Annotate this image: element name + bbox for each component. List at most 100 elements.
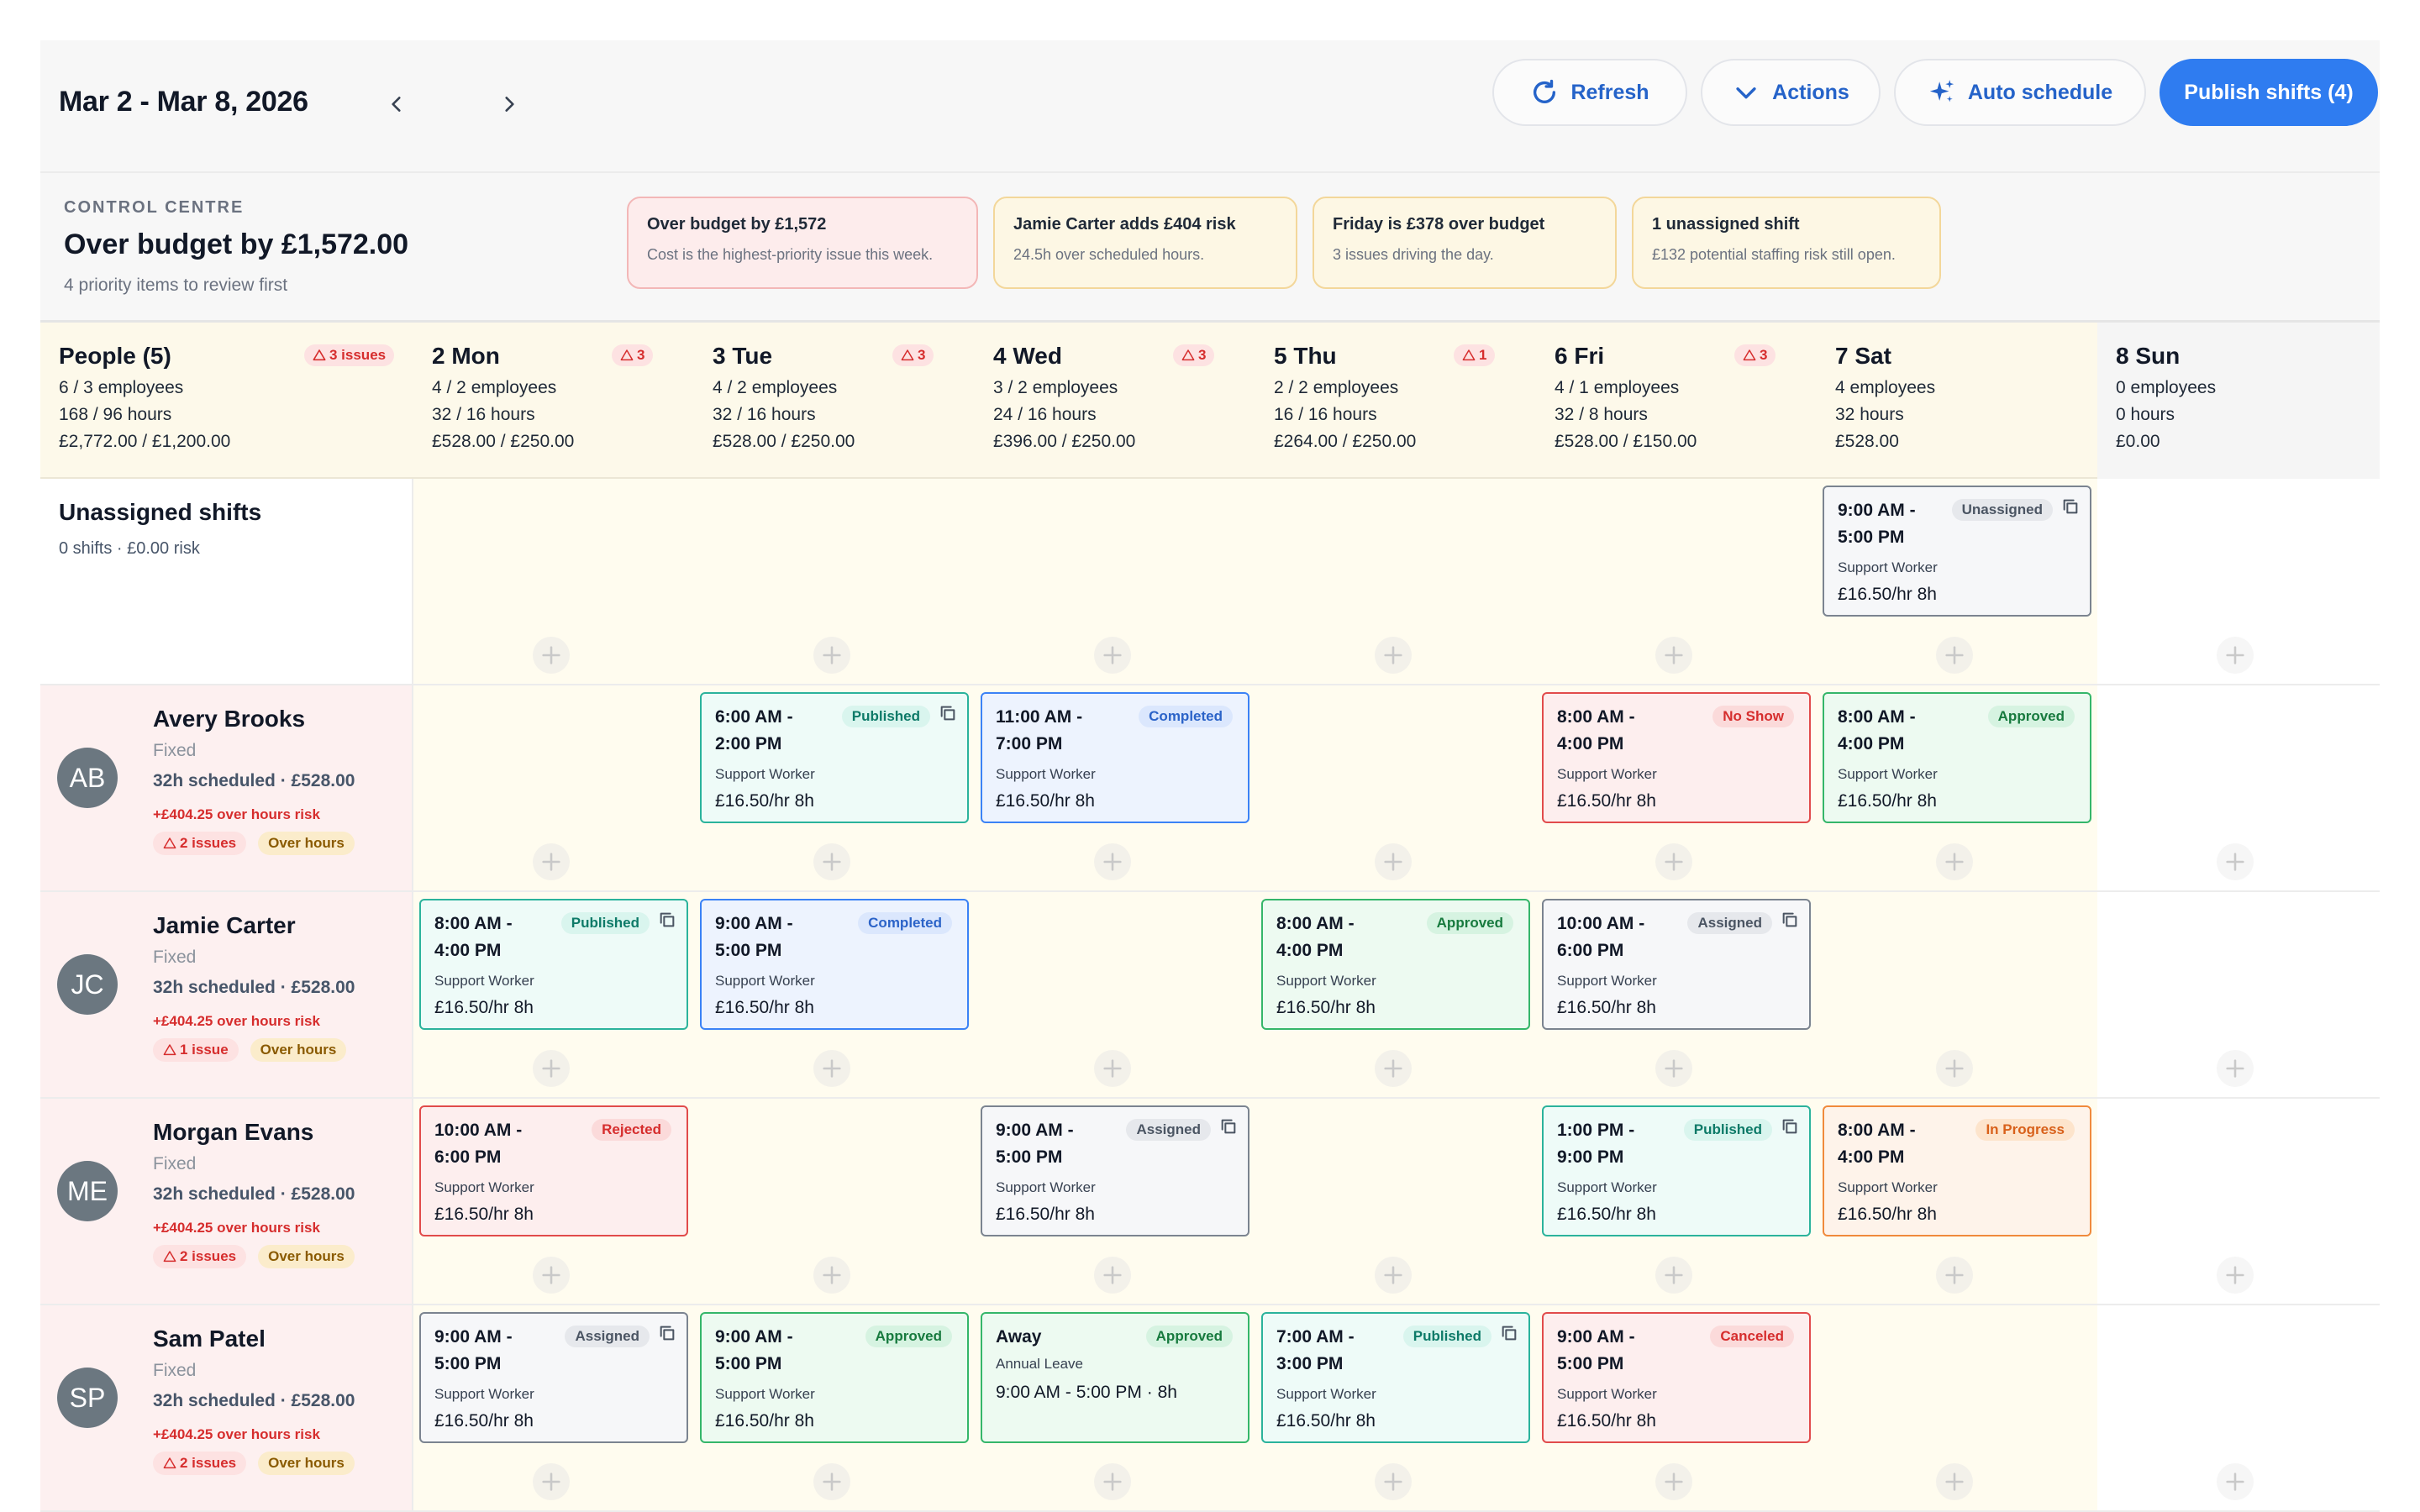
day-cost: £396.00 / £250.00 [993, 432, 1136, 451]
shift-start-time: 7:00 AM - [1276, 1327, 1355, 1347]
add-shift-button[interactable] [1375, 843, 1412, 880]
plus-icon [1384, 1473, 1402, 1491]
add-shift-button[interactable] [813, 1050, 850, 1087]
add-shift-button[interactable] [1094, 1050, 1131, 1087]
add-shift-button[interactable] [2217, 1257, 2254, 1294]
employee-row: AB Avery Brooks Fixed 32h scheduled · £528.… [40, 685, 2380, 892]
day-issues-badge[interactable]: 3 [892, 344, 934, 366]
shift-card[interactable]: 7:00 AM - 3:00 PM Support Worker £16.50/hr … [1261, 1312, 1530, 1443]
add-shift-button[interactable] [1375, 637, 1412, 674]
add-shift-button[interactable] [1655, 1050, 1692, 1087]
shift-card[interactable]: 1:00 PM - 9:00 PM Support Worker £16.50/hr … [1542, 1105, 1811, 1236]
next-week-button[interactable] [492, 87, 526, 121]
shift-card[interactable]: 9:00 AM - 5:00 PM Support Worker £16.50/hr … [1542, 1312, 1811, 1443]
employee-info[interactable]: SP Sam Patel Fixed 32h scheduled · £528.00 +… [40, 1305, 413, 1510]
add-shift-button[interactable] [1094, 1463, 1131, 1500]
day-cost: £264.00 / £250.00 [1274, 432, 1417, 451]
add-shift-button[interactable] [1094, 637, 1131, 674]
employee-issues-badge[interactable]: 2 issues [153, 1245, 247, 1268]
employee-risk: +£404.25 over hours risk [153, 806, 320, 822]
employee-issues-badge[interactable]: 1 issue [153, 1038, 239, 1062]
add-shift-button[interactable] [1936, 1257, 1973, 1294]
add-shift-button[interactable] [1936, 637, 1973, 674]
add-shift-button[interactable] [813, 843, 850, 880]
avatar: ME [57, 1161, 118, 1221]
day-cost: £0.00 [2116, 432, 2160, 451]
add-shift-button[interactable] [2217, 1050, 2254, 1087]
add-shift-button[interactable] [1094, 1257, 1131, 1294]
add-shift-button[interactable] [1655, 1463, 1692, 1500]
day-issues-badge[interactable]: 3 [1734, 344, 1776, 366]
plus-icon [2226, 1059, 2244, 1078]
add-shift-button[interactable] [1936, 1050, 1973, 1087]
add-shift-button[interactable] [1375, 1463, 1412, 1500]
day-issues-badge[interactable]: 3 [1173, 344, 1215, 366]
auto-schedule-button[interactable]: Auto schedule [1894, 59, 2146, 126]
add-shift-button[interactable] [2217, 637, 2254, 674]
day-cost: £528.00 / £250.00 [713, 432, 855, 451]
add-shift-button[interactable] [1655, 843, 1692, 880]
shift-card[interactable]: 8:00 AM - 4:00 PM Support Worker £16.50/hr … [1823, 1105, 2091, 1236]
shift-rate: £16.50/hr 8h [715, 998, 814, 1017]
day-issues-badge[interactable]: 3 [612, 344, 654, 366]
add-shift-button[interactable] [813, 1257, 850, 1294]
shift-card[interactable]: 9:00 AM - 5:00 PM Support Worker £16.50/hr … [700, 899, 969, 1030]
shift-status-badge: No Show [1712, 706, 1794, 727]
add-shift-button[interactable] [533, 843, 570, 880]
add-shift-button[interactable] [1655, 1257, 1692, 1294]
add-shift-button[interactable] [813, 637, 850, 674]
shift-card[interactable]: 10:00 AM - 6:00 PM Support Worker £16.50/hr… [1542, 899, 1811, 1030]
shift-end-time: 5:00 PM [996, 1147, 1063, 1167]
add-shift-button[interactable] [1936, 843, 1973, 880]
add-shift-button[interactable] [1655, 637, 1692, 674]
over-hours-tag: Over hours [258, 1452, 355, 1475]
shift-card[interactable]: 8:00 AM - 4:00 PM Support Worker £16.50/hr … [1542, 692, 1811, 823]
shift-end-time: 4:00 PM [434, 941, 502, 960]
add-shift-button[interactable] [1936, 1463, 1973, 1500]
shift-card[interactable]: 8:00 AM - 4:00 PM Support Worker £16.50/hr … [1261, 899, 1530, 1030]
shift-card[interactable]: 9:00 AM - 5:00 PM Support Worker £16.50/hr … [419, 1312, 688, 1443]
alert-card[interactable]: Jamie Carter adds £404 risk 24.5h over s… [993, 197, 1297, 289]
add-shift-button[interactable] [2217, 1463, 2254, 1500]
add-shift-button[interactable] [1375, 1050, 1412, 1087]
alert-card[interactable]: Friday is £378 over budget 3 issues driv… [1313, 197, 1617, 289]
shift-card[interactable]: 6:00 AM - 2:00 PM Support Worker £16.50/hr … [700, 692, 969, 823]
shift-card[interactable]: 10:00 AM - 6:00 PM Support Worker £16.50/hr… [419, 1105, 688, 1236]
add-shift-button[interactable] [813, 1463, 850, 1500]
add-shift-button[interactable] [533, 1257, 570, 1294]
add-shift-button[interactable] [533, 1050, 570, 1087]
day-name: 2 Mon [432, 343, 500, 369]
people-hours: 168 / 96 hours [59, 405, 172, 424]
day-issues-badge[interactable]: 1 [1454, 344, 1496, 366]
actions-button[interactable]: Actions [1701, 59, 1881, 126]
shift-card[interactable]: 9:00 AM - 5:00 PM Support Worker £16.50/hr … [1823, 486, 2091, 617]
employee-issues-badge[interactable]: 2 issues [153, 832, 247, 855]
previous-week-button[interactable] [380, 87, 413, 121]
day-hours: 24 / 16 hours [993, 405, 1097, 424]
refresh-button[interactable]: Refresh [1492, 59, 1687, 126]
people-issues-badge[interactable]: 3 issues [304, 344, 395, 366]
publish-shifts-button[interactable]: Publish shifts (4) [2160, 59, 2378, 126]
day-employees: 4 / 2 employees [713, 378, 838, 397]
alert-card[interactable]: Over budget by £1,572 Cost is the highes… [627, 197, 978, 289]
shift-card[interactable]: Away Annual Leave 9:00 AM - 5:00 PM · 8h Ap… [981, 1312, 1249, 1443]
shift-end-time: 5:00 PM [1557, 1354, 1624, 1373]
employee-info[interactable]: JC Jamie Carter Fixed 32h scheduled · £528.… [40, 892, 413, 1097]
add-shift-button[interactable] [2217, 843, 2254, 880]
employee-issues-badge[interactable]: 2 issues [153, 1452, 247, 1475]
shift-card[interactable]: 11:00 AM - 7:00 PM Support Worker £16.50/hr… [981, 692, 1249, 823]
add-shift-button[interactable] [533, 1463, 570, 1500]
add-shift-button[interactable] [1375, 1257, 1412, 1294]
employee-info[interactable]: AB Avery Brooks Fixed 32h scheduled · £528.… [40, 685, 413, 890]
shift-card[interactable]: 9:00 AM - 5:00 PM Support Worker £16.50/hr … [700, 1312, 969, 1443]
shift-card[interactable]: 8:00 AM - 4:00 PM Support Worker £16.50/hr … [419, 899, 688, 1030]
alert-card[interactable]: 1 unassigned shift £132 potential staffi… [1632, 197, 1941, 289]
add-shift-button[interactable] [533, 637, 570, 674]
plus-icon [1665, 853, 1683, 871]
employee-info[interactable]: ME Morgan Evans Fixed 32h scheduled · £528.… [40, 1099, 413, 1304]
day-issues-count: 3 [918, 347, 926, 363]
add-shift-button[interactable] [1094, 843, 1131, 880]
control-centre-eyebrow: CONTROL CENTRE [64, 198, 245, 217]
shift-card[interactable]: 9:00 AM - 5:00 PM Support Worker £16.50/hr … [981, 1105, 1249, 1236]
shift-card[interactable]: 8:00 AM - 4:00 PM Support Worker £16.50/hr … [1823, 692, 2091, 823]
